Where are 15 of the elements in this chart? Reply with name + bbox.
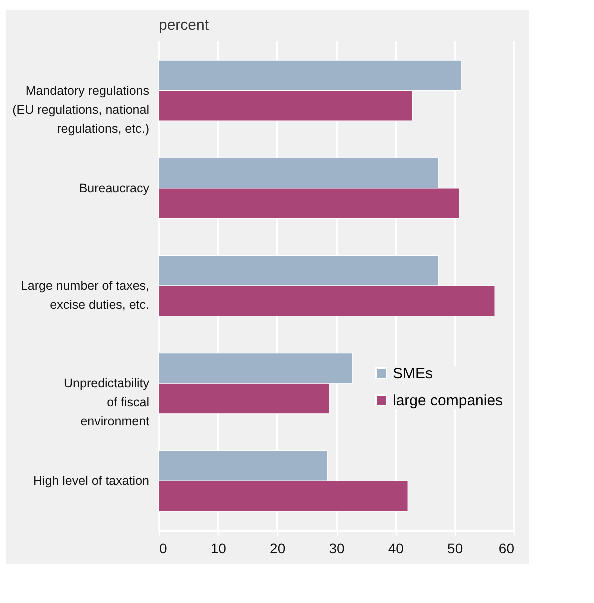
x-tick-label: 50	[448, 540, 464, 556]
x-tick-label: 40	[388, 540, 404, 556]
y-tick-label: High level of taxation	[33, 474, 150, 488]
x-tick-label: 0	[160, 540, 168, 556]
y-tick-label: Mandatory regulations (EU regulations, national regulations, etc.)	[12, 84, 150, 136]
x-tick-label: 60	[498, 540, 515, 556]
x-tick-label: 10	[210, 540, 227, 556]
y-tick-label: Unpredictability of fiscal environment	[64, 376, 150, 429]
x-tick-label: 20	[270, 540, 286, 556]
legend-label: large companies	[393, 392, 504, 410]
y-tick-label: Bureaucracy	[79, 181, 150, 196]
x-tick-label: 30	[329, 540, 345, 556]
y-tick-label: Large number of taxes, excise duties, etc.	[20, 279, 150, 312]
legend-label: SMEs	[393, 366, 434, 382]
x-axis-title: percent	[159, 17, 210, 34]
